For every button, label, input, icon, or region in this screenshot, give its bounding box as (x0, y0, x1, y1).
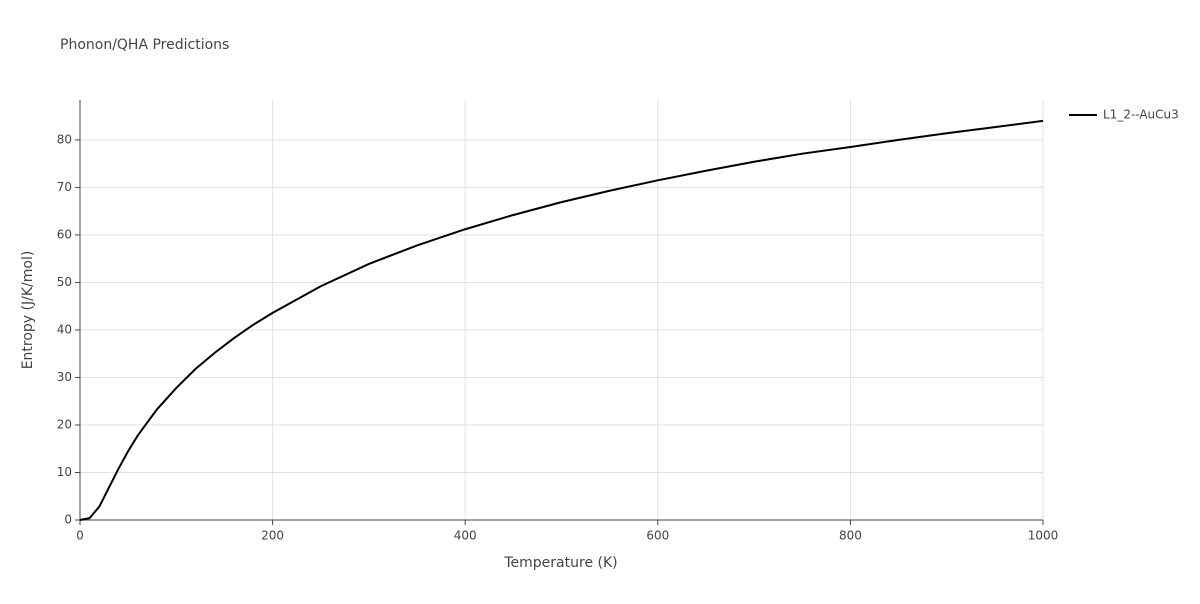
y-tick-label: 60 (57, 227, 72, 241)
y-tick-label: 0 (64, 513, 72, 527)
y-tick-label: 30 (57, 370, 72, 384)
y-tick-label: 70 (57, 180, 72, 194)
x-tick-label: 1000 (1028, 529, 1059, 543)
x-tick-label: 400 (454, 529, 477, 543)
x-tick-label: 600 (646, 529, 669, 543)
y-tick-label: 20 (57, 417, 72, 431)
x-tick-label: 800 (839, 529, 862, 543)
x-tick-label: 200 (261, 529, 284, 543)
legend-label: L1_2--AuCu3 (1103, 108, 1179, 122)
y-tick-label: 50 (57, 275, 72, 289)
x-axis-label: Temperature (K) (503, 555, 617, 571)
line (79, 119, 1044, 521)
y-tick-label: 80 (57, 132, 72, 146)
y-tick-label: 40 (57, 322, 72, 336)
chart-title: Phonon/QHA Predictions (60, 37, 229, 53)
y-tick-label: 10 (57, 465, 72, 479)
y-axis-label: Entropy (J/K/mol) (20, 251, 36, 370)
x-tick-label: 0 (76, 529, 84, 543)
